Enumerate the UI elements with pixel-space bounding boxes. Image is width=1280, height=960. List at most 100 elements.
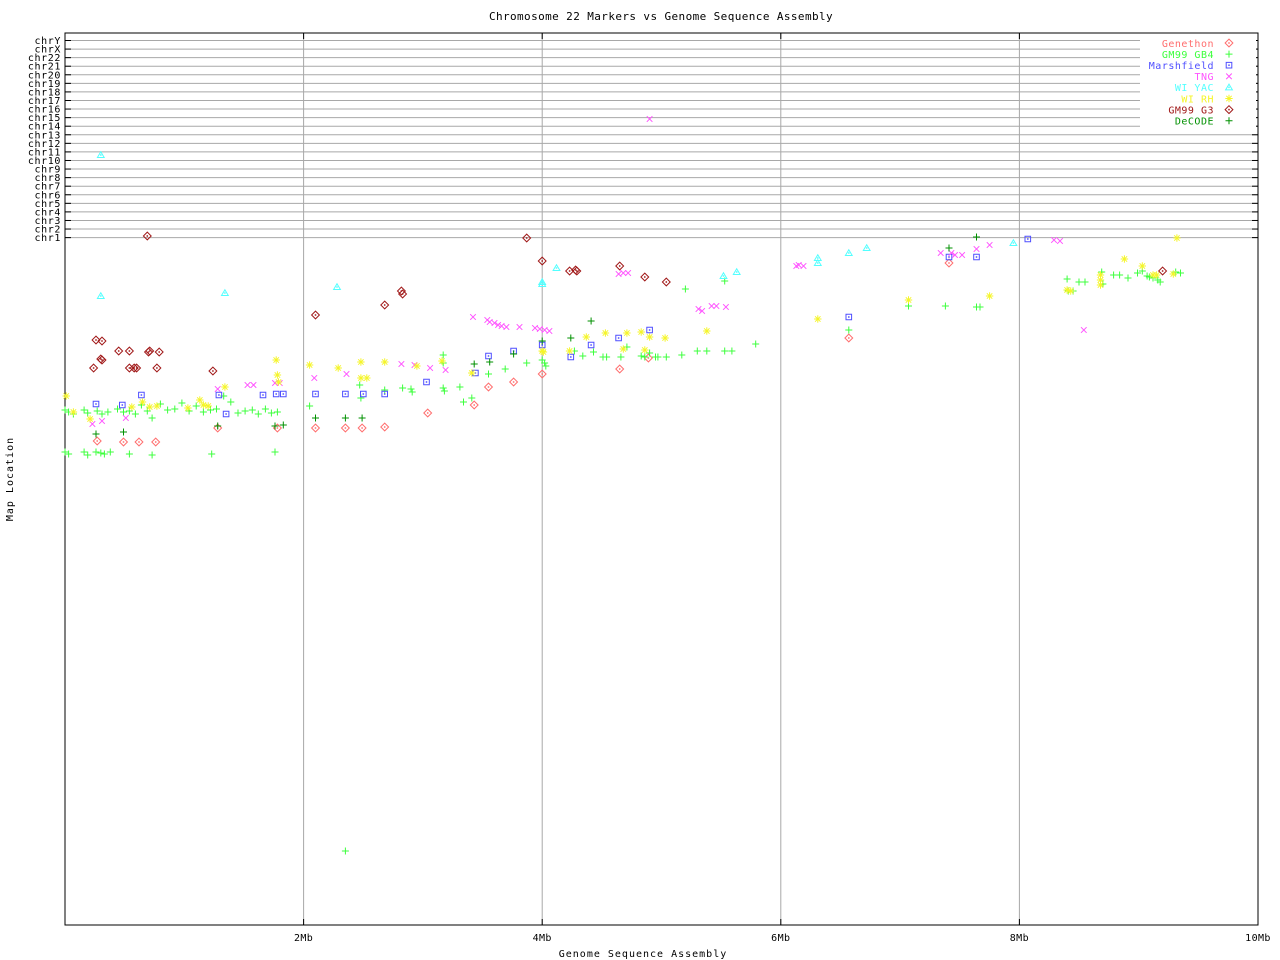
y-tick-label-chr20: chr20	[28, 70, 61, 81]
data-point	[486, 358, 494, 366]
data-point	[501, 365, 509, 373]
data-point	[615, 270, 622, 278]
y-tick-label-chr14: chr14	[28, 122, 61, 133]
data-point	[138, 398, 147, 406]
data-point	[261, 405, 269, 413]
legend-label: GM99 GB4	[1162, 50, 1214, 61]
data-point	[986, 241, 993, 249]
data-point	[637, 352, 645, 360]
data-point	[498, 322, 505, 330]
data-point	[1120, 255, 1129, 263]
data-point	[813, 258, 823, 266]
data-point	[273, 371, 282, 379]
data-point	[1075, 278, 1083, 286]
y-tick-label-chr10: chr10	[28, 156, 61, 167]
legend-symbol	[1224, 38, 1234, 48]
data-point	[624, 269, 632, 277]
data-point	[363, 374, 371, 382]
data-point	[795, 261, 802, 269]
series-tng	[89, 115, 1087, 428]
data-point	[271, 448, 279, 456]
legend-label: DeCODE	[1175, 117, 1214, 128]
data-point	[129, 363, 139, 373]
data-point	[204, 402, 212, 410]
y-tick-label-chr18: chr18	[28, 87, 61, 98]
data-point	[537, 256, 547, 266]
data-point	[244, 381, 251, 389]
data-point	[92, 430, 100, 438]
data-point	[84, 451, 92, 459]
data-point	[1138, 262, 1147, 270]
data-point	[153, 402, 161, 410]
data-point	[845, 313, 853, 321]
data-point	[523, 359, 531, 367]
data-point	[973, 245, 980, 253]
data-point	[215, 391, 223, 399]
y-tick-label-chrX: chrX	[35, 45, 61, 56]
data-point	[941, 302, 949, 310]
data-point	[134, 437, 144, 447]
data-point	[120, 428, 127, 436]
data-point	[619, 345, 627, 353]
data-point	[494, 321, 502, 329]
data-point	[131, 363, 142, 373]
data-point	[985, 292, 994, 300]
data-point	[552, 263, 561, 271]
data-point	[65, 450, 73, 458]
data-point	[408, 388, 416, 396]
data-point	[937, 249, 944, 257]
data-point	[814, 315, 822, 323]
data-point	[904, 296, 913, 304]
x-tick-label-10Mb: 10Mb	[1245, 933, 1271, 944]
y-tick-label-chr2: chr2	[35, 225, 61, 236]
data-point	[695, 305, 702, 313]
data-point	[91, 335, 101, 345]
data-point	[661, 334, 669, 342]
y-tick-label-chr19: chr19	[28, 79, 61, 90]
data-point	[125, 450, 133, 458]
data-point	[267, 409, 275, 417]
legend-symbol	[1224, 83, 1234, 91]
data-point	[567, 334, 575, 342]
x-tick-label-4Mb: 4Mb	[533, 933, 552, 944]
plot-border	[64, 32, 1259, 926]
data-point	[196, 396, 204, 404]
data-point	[93, 407, 101, 415]
data-point	[88, 363, 99, 373]
data-point	[274, 378, 283, 386]
y-tick-label-chr5: chr5	[35, 199, 61, 210]
legend-entry: WI YAC	[1175, 83, 1234, 94]
data-point	[97, 336, 107, 346]
data-point	[703, 347, 711, 355]
legend-entry: Genethon	[1162, 38, 1234, 50]
data-point	[312, 414, 319, 422]
data-point	[399, 384, 407, 392]
series-wi-rh	[62, 234, 1181, 423]
data-point	[713, 302, 720, 310]
y-tick-label-chr16: chr16	[28, 105, 61, 116]
data-point	[357, 358, 365, 366]
data-point	[620, 269, 627, 277]
data-point	[342, 390, 349, 398]
data-point	[310, 310, 321, 320]
data-point	[1124, 274, 1132, 282]
legend-background	[1140, 36, 1256, 127]
data-point	[486, 318, 493, 326]
data-point	[234, 409, 242, 417]
data-point	[271, 379, 279, 387]
gridlines	[65, 33, 1258, 925]
data-point	[208, 450, 216, 458]
data-point	[208, 366, 218, 376]
data-point	[944, 258, 954, 268]
data-point	[469, 400, 479, 410]
data-point	[306, 402, 314, 410]
data-point	[1056, 237, 1064, 245]
data-point	[646, 115, 653, 123]
data-point	[98, 417, 106, 425]
data-point	[1096, 281, 1105, 289]
x-tick-label-8Mb: 8Mb	[1010, 933, 1029, 944]
y-tick-label-chr4: chr4	[35, 207, 61, 218]
data-point	[1063, 286, 1071, 294]
data-point	[645, 333, 654, 341]
